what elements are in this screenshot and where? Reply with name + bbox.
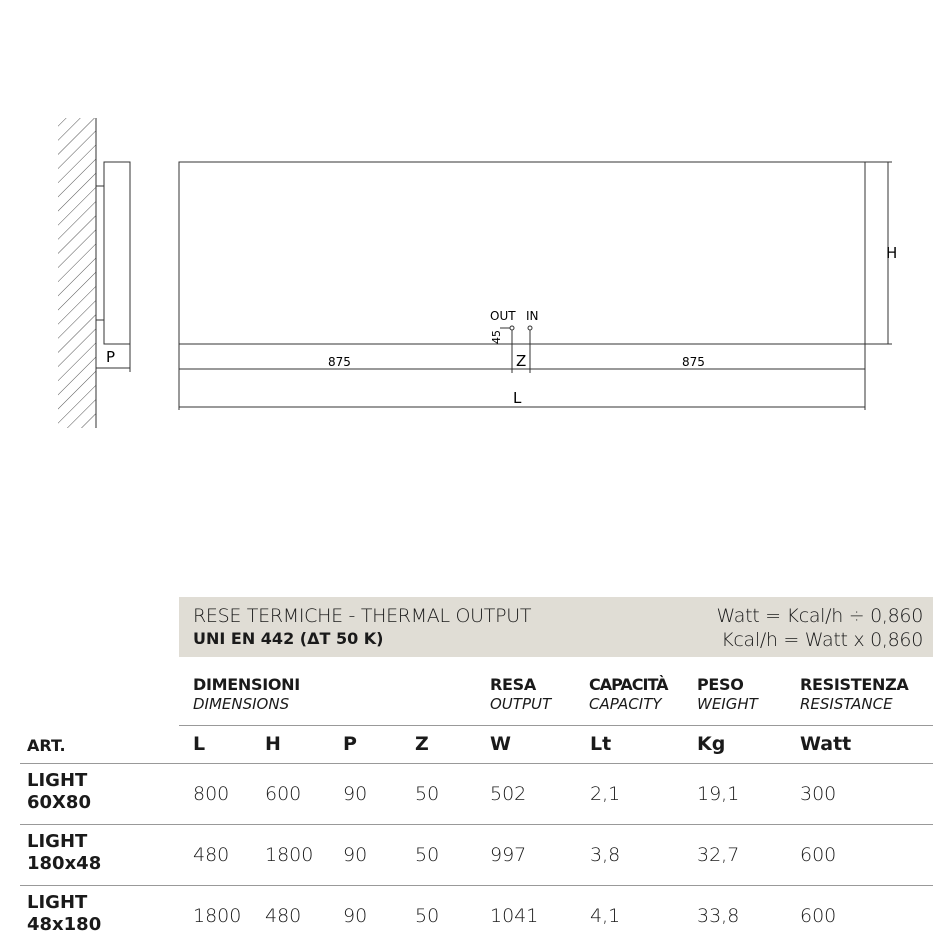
cell-l: 1800 xyxy=(193,905,242,927)
column-header: W xyxy=(490,733,511,755)
cell-lt: 4,1 xyxy=(590,905,621,927)
cell-w: 502 xyxy=(490,783,527,805)
article-name: LIGHT xyxy=(27,770,88,791)
label-45: 45 xyxy=(490,330,503,344)
group-weight: PESO xyxy=(697,675,744,694)
column-header: P xyxy=(343,733,357,755)
cell-p: 90 xyxy=(343,783,368,805)
cell-w: 997 xyxy=(490,844,527,866)
cell-kg: 19,1 xyxy=(697,783,740,805)
cell-watt: 600 xyxy=(800,844,837,866)
group-capacity-en: CAPACITY xyxy=(589,695,662,713)
cell-h: 480 xyxy=(265,905,302,927)
article-size: 180x48 xyxy=(27,853,102,874)
label-l: L xyxy=(513,389,522,407)
divider xyxy=(179,725,933,726)
article-size: 48x180 xyxy=(27,914,102,935)
column-header: H xyxy=(265,733,281,755)
column-header: ART. xyxy=(27,736,66,755)
cell-l: 800 xyxy=(193,783,230,805)
label-z: Z xyxy=(516,352,526,370)
cell-kg: 33,8 xyxy=(697,905,740,927)
cell-z: 50 xyxy=(415,783,440,805)
radiator-front-view: H OUT IN 45 Z 875 875 L xyxy=(178,161,897,410)
column-header: Lt xyxy=(590,733,612,755)
dim-right: 875 xyxy=(682,355,705,369)
article-name: LIGHT xyxy=(27,892,88,913)
label-p: P xyxy=(106,348,115,366)
cell-h: 600 xyxy=(265,783,302,805)
cell-w: 1041 xyxy=(490,905,539,927)
article-size: 60X80 xyxy=(27,792,91,813)
group-resistance-en: RESISTANCE xyxy=(800,695,893,713)
group-dimensions-en: DIMENSIONS xyxy=(193,695,290,713)
cell-watt: 600 xyxy=(800,905,837,927)
group-output: RESA xyxy=(490,675,536,694)
group-weight-en: WEIGHT xyxy=(697,695,758,713)
cell-z: 50 xyxy=(415,844,440,866)
formula-kcal: Kcal/h = Watt x 0,860 xyxy=(721,629,923,651)
cell-l: 480 xyxy=(193,844,230,866)
cell-h: 1800 xyxy=(265,844,314,866)
cell-kg: 32,7 xyxy=(697,844,740,866)
column-header: L xyxy=(193,733,206,755)
group-resistance: RESISTENZA xyxy=(800,675,909,694)
cell-lt: 3,8 xyxy=(590,844,621,866)
label-out: OUT xyxy=(490,309,516,323)
label-in: IN xyxy=(526,309,539,323)
dim-left: 875 xyxy=(328,355,351,369)
label-h: H xyxy=(886,244,897,262)
group-dimensions: DIMENSIONI xyxy=(193,675,300,694)
group-output-en: OUTPUT xyxy=(490,695,552,713)
cell-z: 50 xyxy=(415,905,440,927)
column-header: Kg xyxy=(697,733,726,755)
banner-subtitle: UNI EN 442 (ΔT 50 K) xyxy=(193,629,384,648)
cell-watt: 300 xyxy=(800,783,837,805)
cell-lt: 2,1 xyxy=(590,783,621,805)
wall-side-view: P xyxy=(58,118,131,428)
column-header: Z xyxy=(415,733,429,755)
formula-watt: Watt = Kcal/h ÷ 0,860 xyxy=(716,605,924,627)
divider xyxy=(20,763,933,764)
group-capacity: CAPACITÀ xyxy=(589,675,669,694)
banner-title: RESE TERMICHE - THERMAL OUTPUT xyxy=(193,605,532,627)
divider xyxy=(20,885,933,886)
article-name: LIGHT xyxy=(27,831,88,852)
cell-p: 90 xyxy=(343,844,368,866)
column-header: Watt xyxy=(800,733,852,755)
cell-p: 90 xyxy=(343,905,368,927)
thermal-output-banner: RESE TERMICHE - THERMAL OUTPUT UNI EN 44… xyxy=(179,597,933,657)
divider xyxy=(20,824,933,825)
